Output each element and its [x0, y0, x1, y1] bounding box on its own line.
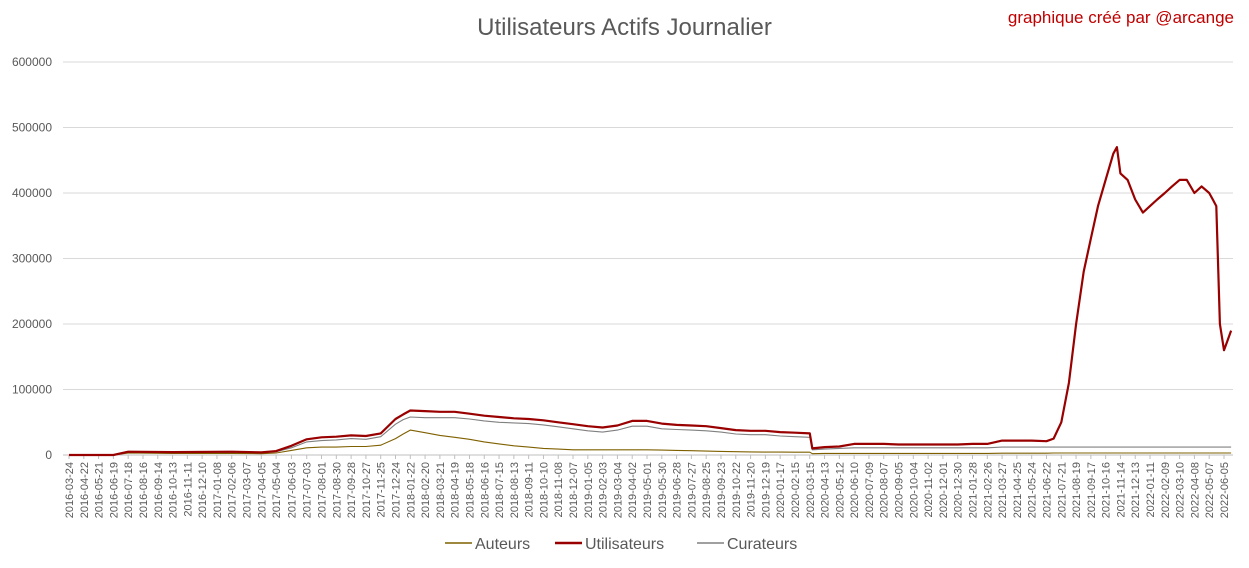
x-tick-label: 2019-02-03 [598, 462, 610, 518]
x-tick-label: 2021-10-16 [1101, 462, 1113, 518]
series-line-utilisateurs [69, 146, 1233, 457]
x-tick-label: 2019-09-23 [716, 462, 728, 518]
x-tick-label: 2018-02-20 [420, 462, 432, 518]
x-tick-label: 2022-06-05 [1219, 462, 1231, 518]
x-tick-label: 2018-03-21 [435, 462, 447, 518]
x-tick-label: 2016-08-16 [138, 462, 150, 518]
y-tick-label: 600000 [12, 55, 52, 69]
x-tick-label: 2020-12-30 [953, 462, 965, 518]
x-tick-label: 2019-01-05 [583, 462, 595, 518]
x-tick-label: 2020-05-12 [834, 462, 846, 518]
x-tick-label: 2016-11-11 [182, 462, 194, 517]
x-tick-label: 2020-08-07 [879, 462, 891, 518]
x-tick-label: 2020-11-02 [923, 462, 935, 517]
x-tick-label: 2020-07-09 [864, 462, 876, 518]
x-tick-label: 2019-08-25 [701, 462, 713, 518]
x-tick-label: 2021-06-22 [1041, 462, 1053, 518]
x-tick-label: 2020-06-10 [849, 462, 861, 518]
series-line-auteurs [69, 429, 1232, 456]
x-tick-label: 2017-02-06 [227, 462, 239, 518]
x-tick-label: 2016-10-13 [168, 462, 180, 518]
x-tick-label: 2021-12-13 [1130, 462, 1142, 518]
x-tick-label: 2018-08-13 [509, 462, 521, 518]
chart-credit: graphique créé par @arcange [1007, 8, 1234, 27]
x-tick-label: 2017-05-04 [271, 462, 283, 518]
x-tick-label: 2022-01-11 [1145, 462, 1157, 517]
x-tick-label: 2016-12-10 [197, 462, 209, 518]
x-tick-label: 2022-02-09 [1160, 462, 1172, 518]
x-tick-label: 2017-06-03 [286, 462, 298, 518]
x-tick-label: 2020-04-13 [820, 462, 832, 518]
y-tick-label: 100000 [12, 383, 52, 397]
y-tick-label: 0 [45, 448, 52, 462]
x-tick-label: 2017-08-01 [317, 462, 329, 518]
x-tick-label: 2016-05-21 [94, 462, 106, 518]
x-tick-label: 2021-11-14 [1115, 462, 1127, 517]
x-tick-label: 2021-07-21 [1056, 462, 1068, 518]
x-tick-label: 2017-09-28 [346, 462, 358, 518]
x-tick-label: 2020-01-17 [775, 462, 787, 518]
x-tick-label: 2018-12-07 [568, 462, 580, 518]
legend-label-auteurs: Auteurs [475, 536, 530, 553]
x-tick-label: 2022-04-08 [1189, 462, 1201, 518]
x-tick-label: 2019-07-27 [686, 462, 698, 518]
x-tick-label: 2019-04-02 [627, 462, 639, 518]
x-tick-label: 2018-06-16 [479, 462, 491, 518]
x-tick-label: 2017-08-30 [331, 462, 343, 518]
x-tick-label: 2020-12-01 [938, 462, 950, 518]
x-tick-label: 2022-05-07 [1204, 462, 1216, 518]
y-tick-label: 400000 [12, 186, 52, 200]
x-tick-label: 2022-03-10 [1175, 462, 1187, 518]
x-tick-label: 2016-09-14 [153, 462, 165, 518]
x-tick-label: 2017-01-08 [212, 462, 224, 518]
x-tick-label: 2018-04-19 [450, 462, 462, 518]
legend-label-curateurs: Curateurs [727, 536, 797, 553]
x-tick-label: 2021-02-26 [982, 462, 994, 518]
x-tick-label: 2021-01-28 [967, 462, 979, 518]
x-tick-label: 2016-03-24 [64, 462, 76, 518]
x-tick-label: 2018-05-18 [464, 462, 476, 518]
x-tick-label: 2019-03-04 [612, 462, 624, 518]
x-tick-label: 2021-08-19 [1071, 462, 1083, 518]
x-tick-label: 2019-05-01 [642, 462, 654, 518]
x-tick-label: 2018-07-15 [494, 462, 506, 518]
x-tick-label: 2017-07-03 [302, 462, 314, 518]
x-tick-label: 2016-07-18 [123, 462, 135, 518]
x-tick-label: 2016-06-19 [108, 462, 120, 518]
x-tick-label: 2020-09-05 [894, 462, 906, 518]
x-tick-label: 2020-10-04 [908, 462, 920, 518]
x-tick-label: 2021-04-25 [1012, 462, 1024, 518]
y-tick-label: 300000 [12, 252, 52, 266]
x-tick-label: 2019-11-20 [746, 462, 758, 517]
x-tick-label: 2018-01-22 [405, 462, 417, 518]
x-tick-label: 2021-03-27 [997, 462, 1009, 518]
x-tick-label: 2018-10-10 [538, 462, 550, 518]
x-tick-label: 2020-03-15 [805, 462, 817, 518]
x-tick-label: 2021-05-24 [1027, 462, 1039, 518]
legend-label-utilisateurs: Utilisateurs [585, 536, 664, 553]
x-tick-label: 2018-09-11 [524, 462, 536, 517]
x-tick-label: 2020-02-15 [790, 462, 802, 518]
x-tick-label: 2019-05-30 [657, 462, 669, 518]
series-line-curateurs [69, 416, 1232, 456]
x-tick-label: 2021-09-17 [1086, 462, 1098, 518]
x-tick-label: 2017-10-27 [361, 462, 373, 518]
x-tick-label: 2016-04-22 [79, 462, 91, 518]
x-tick-label: 2019-12-19 [760, 462, 772, 518]
x-tick-label: 2017-12-24 [391, 462, 403, 518]
x-tick-label: 2019-06-28 [672, 462, 684, 518]
x-tick-label: 2017-11-25 [376, 462, 388, 517]
y-tick-label: 200000 [12, 317, 52, 331]
x-tick-label: 2017-04-05 [256, 462, 268, 518]
x-tick-label: 2019-10-22 [731, 462, 743, 518]
chart-title: Utilisateurs Actifs Journalier [477, 14, 772, 41]
x-tick-label: 2018-11-08 [553, 462, 565, 517]
x-tick-label: 2017-03-07 [242, 462, 254, 518]
y-tick-label: 500000 [12, 121, 52, 135]
